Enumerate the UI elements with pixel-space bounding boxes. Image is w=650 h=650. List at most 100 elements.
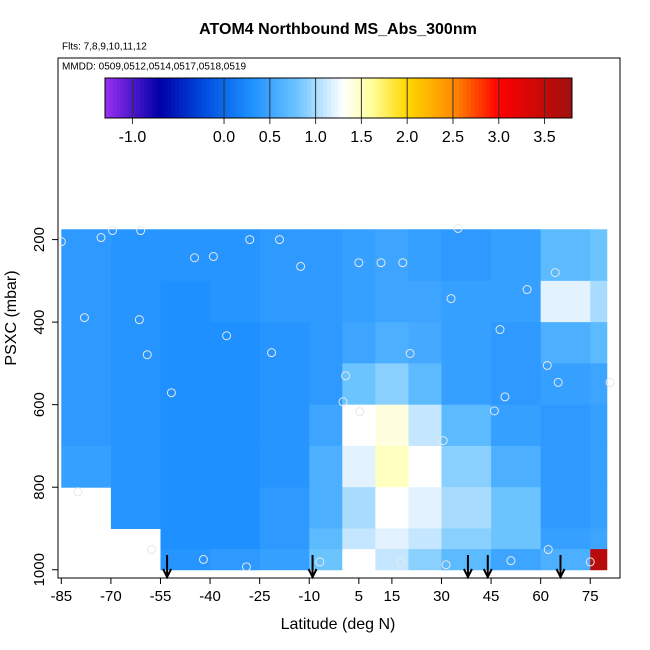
colorbar-slice <box>319 78 324 118</box>
colorbar-slice <box>498 78 503 118</box>
colorbar-slice <box>159 78 164 118</box>
heatmap-cell <box>110 229 161 282</box>
colorbar-slice <box>354 78 359 118</box>
sample-point <box>495 325 505 335</box>
colorbar-slice <box>505 78 511 118</box>
colorbar-slice <box>521 78 526 118</box>
colorbar-slice <box>264 78 269 118</box>
heatmap-cell <box>590 528 608 550</box>
colorbar-slice <box>517 78 522 118</box>
heatmap-cell <box>110 280 161 323</box>
heatmap-cell <box>110 404 161 447</box>
heatmap-cell <box>342 487 376 529</box>
heatmap-cell <box>309 445 343 488</box>
colorbar-slice <box>389 78 394 118</box>
chart-title: ATOM4 Northbound MS_Abs_300nm <box>199 21 477 38</box>
heatmap-cell <box>210 487 261 529</box>
heatmap-cell <box>160 363 211 406</box>
heatmap-cell <box>408 528 442 550</box>
y-tick-label: 1000 <box>31 553 48 586</box>
colorbar-slice <box>120 78 125 118</box>
heatmap-cell <box>210 528 261 550</box>
heatmap-cell <box>375 322 409 364</box>
heatmap-cell <box>259 280 310 323</box>
heatmap-cell <box>408 229 442 282</box>
sample-point <box>605 377 615 387</box>
heatmap-cell <box>441 229 492 282</box>
sample-point <box>142 350 152 360</box>
heatmap-cell <box>309 363 343 406</box>
heatmap-cell <box>309 549 343 571</box>
heatmap-cell <box>408 322 442 364</box>
colorbar-slice <box>412 78 417 118</box>
colorbar-slice <box>252 78 258 118</box>
heatmap-cell <box>160 528 211 550</box>
colorbar-slice <box>342 78 347 118</box>
heatmap-cell <box>441 549 492 571</box>
heatmap-cell <box>375 404 409 447</box>
colorbar-slice <box>373 78 378 118</box>
y-tick-label: 200 <box>31 227 48 252</box>
heatmap-cell <box>441 280 492 323</box>
colorbar-slice <box>377 78 382 118</box>
sample-point <box>438 436 448 446</box>
sample-point <box>453 223 463 233</box>
colorbar-slice <box>490 78 495 118</box>
sample-point <box>405 348 415 358</box>
heatmap-cell <box>259 363 310 406</box>
colorbar-slice <box>435 78 441 118</box>
sample-point <box>315 557 325 567</box>
colorbar-tick-label: 1.5 <box>350 129 372 146</box>
sample-point <box>489 406 499 416</box>
sample-point <box>208 252 218 262</box>
colorbar-slice <box>233 78 238 118</box>
colorbar-tick-label: 3.0 <box>488 129 510 146</box>
colorbar-slice <box>147 78 153 118</box>
sample-point <box>198 554 208 564</box>
heatmap-cell <box>160 404 211 447</box>
colorbar-slice <box>478 78 483 118</box>
colorbar-slice <box>315 78 320 118</box>
colorbar-tick-label: 2.0 <box>396 129 418 146</box>
heatmap-cell <box>61 322 112 364</box>
heatmap-cell <box>210 549 261 571</box>
heatmap-cell <box>375 280 409 323</box>
heatmap-cell <box>259 487 310 529</box>
colorbar-slice <box>108 78 114 118</box>
heatmap-cell <box>375 487 409 529</box>
heatmap-cell <box>491 487 542 529</box>
colorbar-slice <box>268 78 273 118</box>
heatmap-cell <box>259 229 310 282</box>
colorbar-slice <box>272 78 277 118</box>
heatmap-cell <box>342 528 376 550</box>
colorbar-slice <box>439 78 445 118</box>
arrow-head <box>555 568 566 580</box>
heatmap-cell <box>590 404 608 447</box>
sample-point <box>376 258 386 268</box>
x-tick-label: -40 <box>199 588 221 605</box>
heatmap-cell <box>342 404 376 447</box>
y-tick-label: 600 <box>31 392 48 417</box>
heatmap-cell <box>590 487 608 529</box>
colorbar-slice <box>155 78 160 118</box>
colorbar-slice <box>291 78 297 118</box>
heatmap-cell <box>210 229 261 282</box>
heatmap-cell <box>342 549 376 571</box>
sample-point <box>296 261 306 271</box>
sample-point <box>274 235 284 245</box>
colorbar-tick-label: -1.0 <box>119 129 147 146</box>
colorbar-slice <box>178 78 184 118</box>
heatmap-cell <box>309 280 343 323</box>
heatmap-cell <box>375 229 409 282</box>
sample-point <box>56 237 66 247</box>
colorbar-slice <box>556 78 561 118</box>
colorbar-slice <box>245 78 250 118</box>
colorbar-slice <box>307 78 312 118</box>
y-tick-label: 400 <box>31 310 48 335</box>
x-tick-label: 45 <box>483 588 500 605</box>
heatmap-cell <box>540 363 591 406</box>
heatmap-cell <box>342 280 376 323</box>
heatmap-cell <box>441 487 492 529</box>
colorbar-frame <box>104 77 573 119</box>
heatmap-cell <box>309 487 343 529</box>
